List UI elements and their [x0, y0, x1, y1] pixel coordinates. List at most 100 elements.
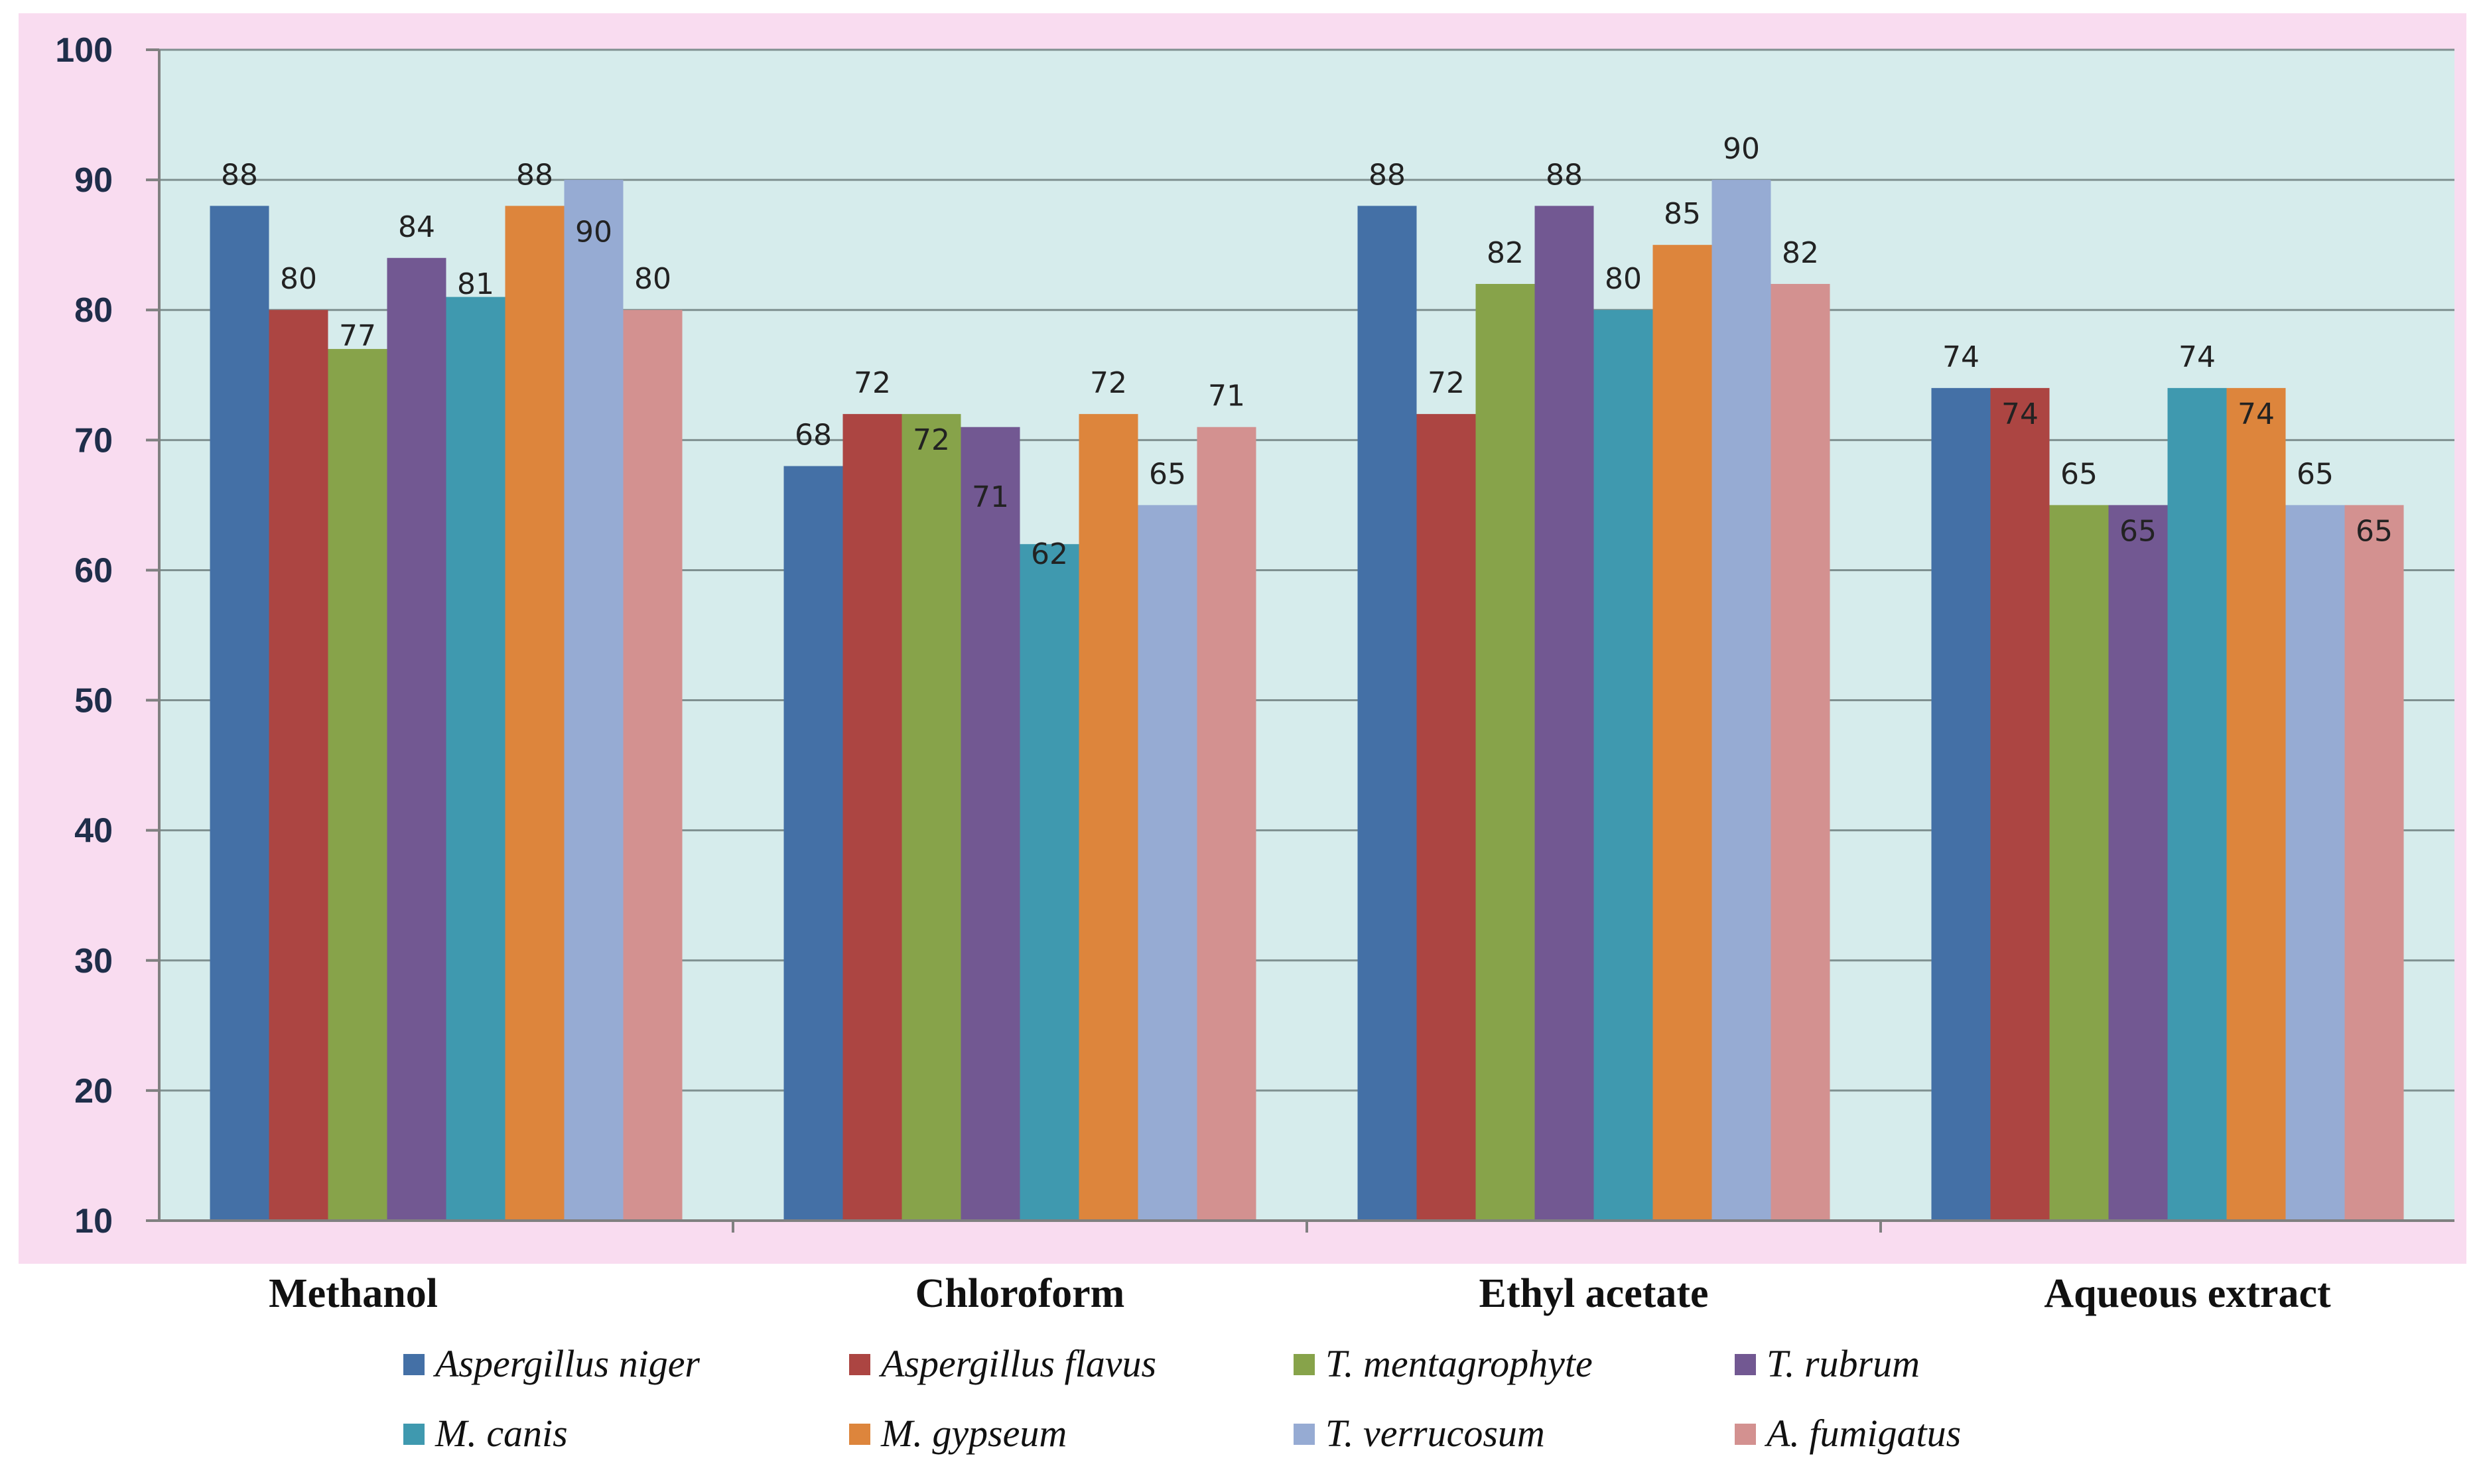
data-label: 74 — [2178, 340, 2216, 374]
bar-methanol-0 — [210, 206, 269, 1221]
data-label: 62 — [1031, 537, 1068, 571]
legend-swatch — [403, 1424, 425, 1445]
legend-label: Aspergillus niger — [433, 1342, 700, 1385]
bar-aqueous-extract-1 — [1990, 387, 2050, 1221]
legend-swatch — [849, 1424, 870, 1445]
data-label: 90 — [1723, 132, 1760, 166]
category-labels: Methanol Chloroform Ethyl acetate Aqueous e… — [269, 1271, 2331, 1316]
legend-label: T. verrucosum — [1325, 1412, 1545, 1455]
y-tick-label: 100 — [55, 31, 113, 70]
data-label: 65 — [2119, 514, 2157, 548]
bar-ethyl-acetate-6 — [1711, 180, 1771, 1221]
legend-swatch — [1294, 1354, 1315, 1375]
y-tick-label: 80 — [74, 291, 113, 330]
bar-ethyl-acetate-4 — [1593, 310, 1653, 1221]
y-tick-label: 30 — [74, 942, 113, 980]
bar-chloroform-1 — [842, 414, 902, 1221]
bar-aqueous-extract-0 — [1931, 387, 1991, 1221]
data-label: 80 — [280, 262, 317, 296]
bar-chloroform-0 — [783, 466, 843, 1221]
data-label: 72 — [854, 366, 891, 400]
data-label: 74 — [2001, 397, 2039, 431]
data-labels: 88 80 77 84 81 88 90 80 68 72 72 71 62 72 65 71 88 72 82 88… — [221, 132, 2393, 571]
data-label: 65 — [1149, 457, 1186, 491]
data-label: 88 — [1546, 158, 1583, 192]
bar-ethyl-acetate-0 — [1357, 206, 1417, 1221]
bar-methanol-2 — [328, 349, 387, 1221]
data-label: 72 — [1090, 366, 1127, 400]
legend-swatch — [1294, 1424, 1315, 1445]
category-label: Chloroform — [915, 1271, 1125, 1316]
legend-label: T. mentagrophyte — [1325, 1342, 1593, 1385]
legend-label: M. canis — [435, 1412, 568, 1455]
bar-chloroform-2 — [902, 414, 961, 1221]
y-tick-label: 90 — [74, 161, 113, 200]
bar-methanol-7 — [623, 310, 683, 1221]
bar-methanol-3 — [387, 257, 446, 1221]
data-label: 77 — [339, 319, 376, 353]
legend-swatch — [849, 1354, 870, 1375]
legend-label: T. rubrum — [1767, 1342, 1920, 1385]
data-label: 65 — [2297, 457, 2334, 491]
bar-chloroform-6 — [1138, 505, 1197, 1221]
category-label: Ethyl acetate — [1479, 1271, 1708, 1316]
data-label: 71 — [972, 480, 1009, 514]
bar-ethyl-acetate-2 — [1475, 284, 1535, 1221]
data-label: 88 — [516, 158, 553, 192]
data-label: 72 — [1428, 366, 1465, 400]
bar-aqueous-extract-2 — [2049, 505, 2109, 1221]
bar-methanol-5 — [505, 206, 565, 1221]
legend-label: Aspergillus flavus — [878, 1342, 1156, 1385]
y-tick-label: 20 — [74, 1072, 113, 1111]
legend-label: M. gypseum — [880, 1412, 1067, 1455]
y-tick-label: 60 — [74, 551, 113, 590]
data-label: 88 — [221, 158, 258, 192]
bar-ethyl-acetate-5 — [1652, 245, 1712, 1221]
bar-ethyl-acetate-1 — [1416, 414, 1476, 1221]
bars — [210, 180, 2404, 1221]
data-label: 81 — [457, 267, 494, 301]
bar-chloroform-5 — [1079, 414, 1138, 1221]
bar-aqueous-extract-3 — [2108, 505, 2168, 1221]
data-label: 82 — [1487, 236, 1524, 270]
data-label: 88 — [1369, 158, 1406, 192]
bar-aqueous-extract-7 — [2344, 505, 2404, 1221]
y-tick-label: 70 — [74, 421, 113, 460]
bar-chloroform-3 — [961, 427, 1020, 1221]
bar-methanol-4 — [446, 297, 505, 1221]
data-label: 80 — [1605, 262, 1642, 296]
legend-swatch — [1735, 1354, 1756, 1375]
data-label: 74 — [1942, 340, 1979, 374]
legend-label: A. fumigatus — [1764, 1412, 1961, 1455]
category-label: Methanol — [269, 1271, 438, 1316]
data-label: 71 — [1208, 379, 1245, 413]
data-label: 65 — [2356, 514, 2393, 548]
data-label: 85 — [1664, 197, 1701, 231]
bar-methanol-1 — [269, 310, 328, 1221]
bar-aqueous-extract-4 — [2167, 387, 2227, 1221]
bar-ethyl-acetate-7 — [1771, 284, 1830, 1221]
data-label: 82 — [1782, 236, 1819, 270]
bar-chloroform-7 — [1197, 427, 1256, 1221]
legend: Aspergillus niger Aspergillus flavus T. me… — [403, 1342, 1961, 1455]
data-label: 68 — [795, 419, 832, 452]
category-label: Aqueous extract — [2044, 1271, 2331, 1316]
data-label: 72 — [913, 423, 950, 457]
data-label: 84 — [398, 210, 435, 244]
data-label: 80 — [634, 262, 671, 296]
bar-ethyl-acetate-3 — [1534, 206, 1594, 1221]
legend-swatch — [403, 1354, 425, 1375]
bar-aqueous-extract-6 — [2285, 505, 2345, 1221]
data-label: 65 — [2060, 457, 2098, 491]
axes: 10 20 30 40 50 60 70 80 90 100 — [55, 31, 2454, 1241]
data-label: 90 — [575, 215, 612, 249]
data-label: 74 — [2238, 397, 2275, 431]
y-tick-label: 40 — [74, 812, 113, 850]
y-tick-label: 50 — [74, 682, 113, 720]
bar-aqueous-extract-5 — [2226, 387, 2286, 1221]
bar-methanol-6 — [564, 180, 624, 1221]
y-tick-label: 10 — [74, 1202, 113, 1241]
legend-swatch — [1735, 1424, 1756, 1445]
bar-chloroform-4 — [1020, 544, 1079, 1221]
